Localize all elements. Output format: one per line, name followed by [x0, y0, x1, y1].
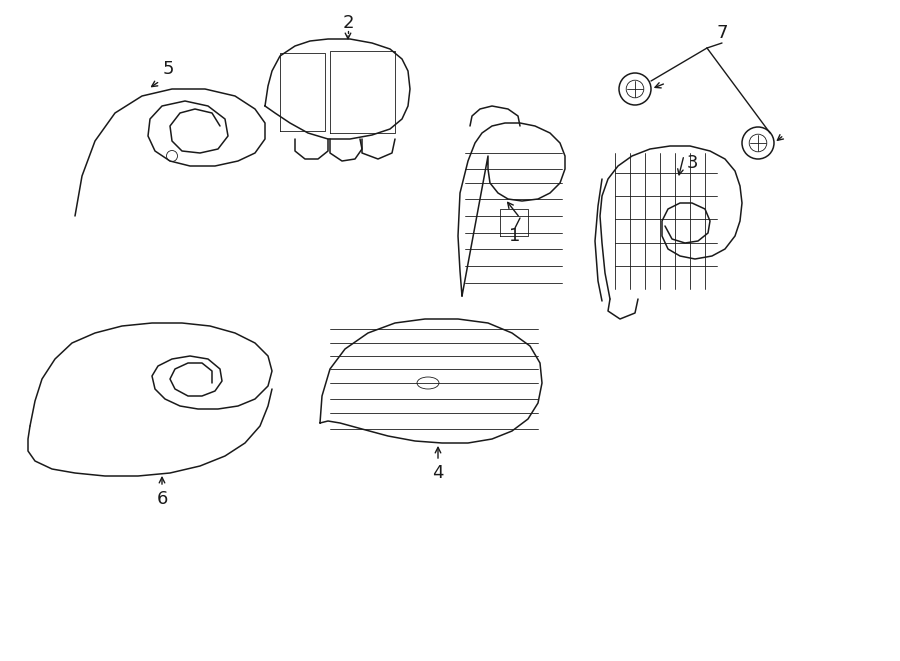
Text: 4: 4 — [432, 464, 444, 482]
Text: 7: 7 — [716, 24, 728, 42]
Text: 2: 2 — [342, 14, 354, 32]
Text: 1: 1 — [509, 227, 521, 245]
Text: 6: 6 — [157, 490, 167, 508]
Text: 3: 3 — [686, 154, 698, 172]
Text: 5: 5 — [162, 60, 174, 78]
